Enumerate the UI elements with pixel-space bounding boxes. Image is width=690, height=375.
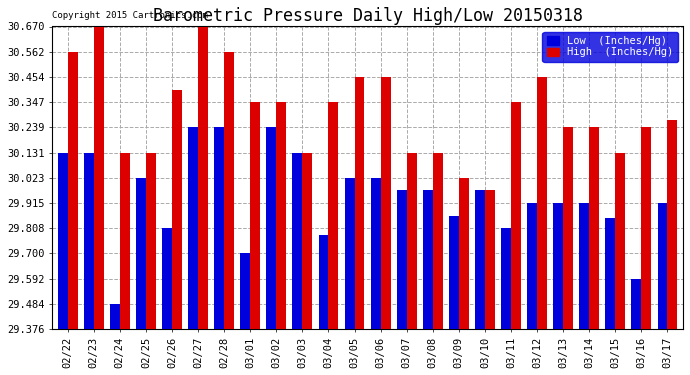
- Bar: [605, 218, 615, 329]
- Bar: [667, 120, 678, 329]
- Bar: [120, 153, 130, 329]
- Bar: [84, 153, 94, 329]
- Bar: [293, 153, 302, 329]
- Bar: [397, 190, 406, 329]
- Bar: [658, 203, 667, 329]
- Bar: [433, 153, 443, 329]
- Bar: [406, 153, 417, 329]
- Title: Barometric Pressure Daily High/Low 20150318: Barometric Pressure Daily High/Low 20150…: [152, 7, 582, 25]
- Bar: [58, 153, 68, 329]
- Bar: [266, 127, 276, 329]
- Bar: [136, 178, 146, 329]
- Bar: [423, 190, 433, 329]
- Bar: [276, 102, 286, 329]
- Bar: [459, 178, 469, 329]
- Bar: [553, 203, 563, 329]
- Bar: [381, 77, 391, 329]
- Bar: [250, 102, 260, 329]
- Bar: [501, 228, 511, 329]
- Bar: [240, 254, 250, 329]
- Bar: [172, 90, 182, 329]
- Bar: [537, 77, 547, 329]
- Bar: [188, 127, 198, 329]
- Bar: [215, 127, 224, 329]
- Bar: [475, 190, 485, 329]
- Bar: [302, 153, 313, 329]
- Bar: [511, 102, 521, 329]
- Bar: [146, 153, 156, 329]
- Bar: [162, 228, 172, 329]
- Bar: [371, 178, 381, 329]
- Bar: [527, 203, 537, 329]
- Bar: [615, 153, 625, 329]
- Bar: [641, 127, 651, 329]
- Bar: [68, 52, 78, 329]
- Bar: [631, 279, 641, 329]
- Bar: [563, 127, 573, 329]
- Bar: [449, 216, 459, 329]
- Bar: [355, 77, 364, 329]
- Legend: Low  (Inches/Hg), High  (Inches/Hg): Low (Inches/Hg), High (Inches/Hg): [542, 32, 678, 62]
- Bar: [485, 190, 495, 329]
- Text: Copyright 2015 Cartronics.com: Copyright 2015 Cartronics.com: [52, 12, 208, 21]
- Bar: [344, 178, 355, 329]
- Bar: [94, 27, 104, 329]
- Bar: [224, 52, 234, 329]
- Bar: [198, 27, 208, 329]
- Bar: [580, 203, 589, 329]
- Bar: [110, 304, 120, 329]
- Bar: [328, 102, 338, 329]
- Bar: [319, 235, 328, 329]
- Bar: [589, 127, 599, 329]
